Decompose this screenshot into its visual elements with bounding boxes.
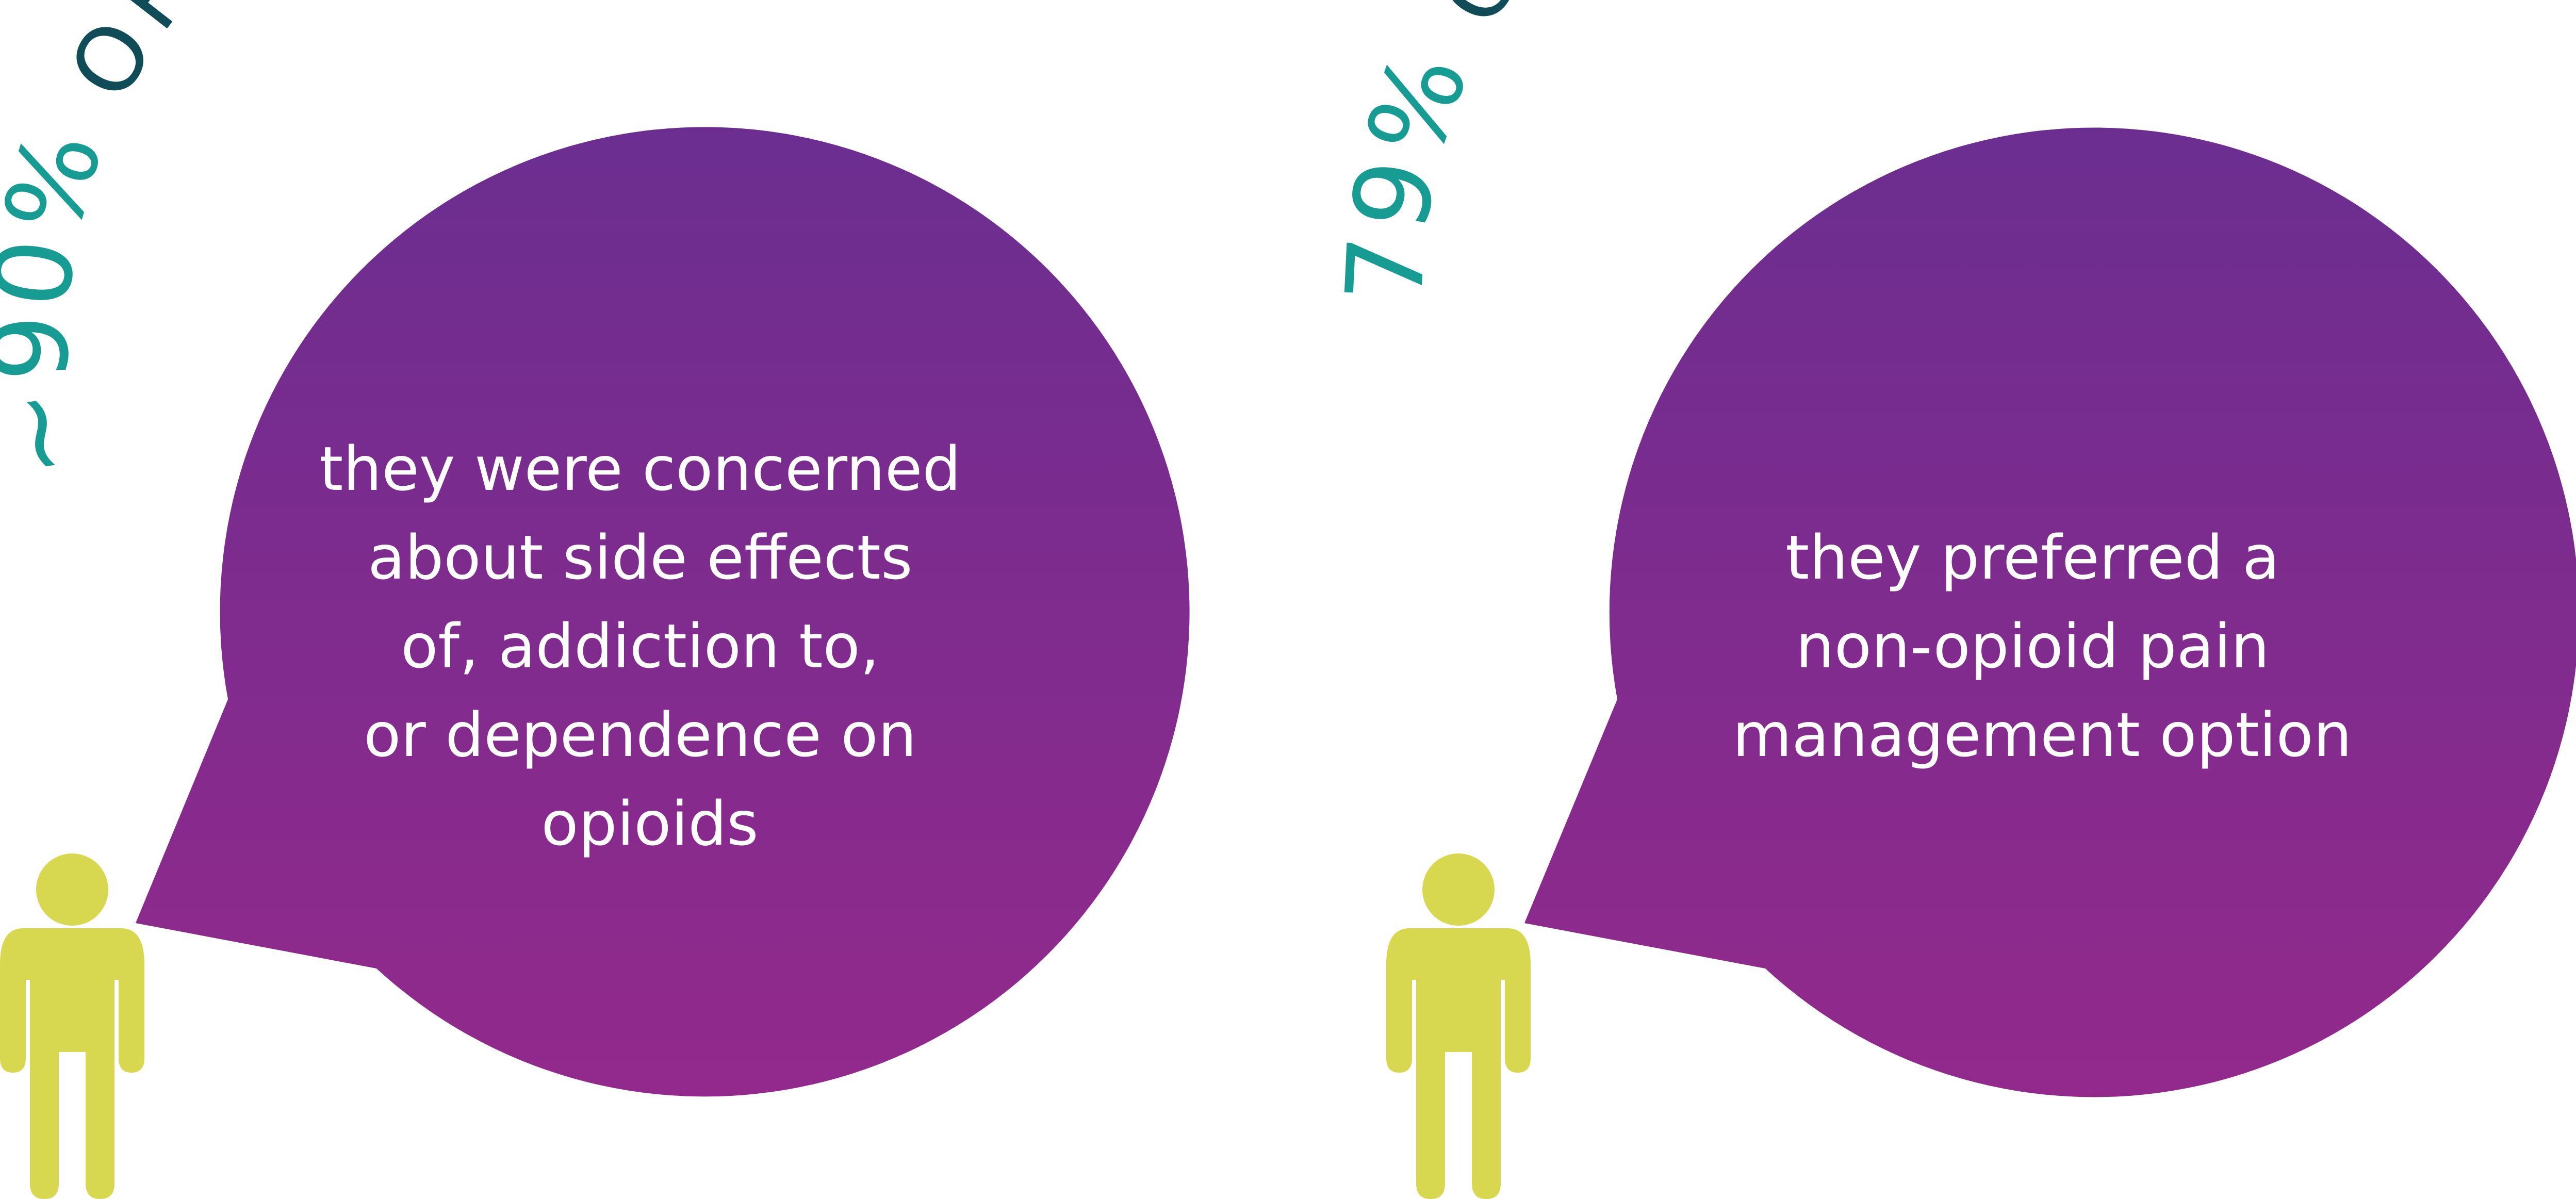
panel-2: 79% OF PATIENTS SAID they preferred a no… [1323, 0, 2576, 1199]
person-icon [0, 853, 144, 1199]
percent-value: ~90% [0, 114, 127, 487]
statement-line: or dependence on [364, 699, 916, 770]
headline-text: OF PATIENTS SAID [30, 0, 1009, 151]
speech-bubble [136, 127, 1190, 1097]
statement-line: of, addiction to, [401, 611, 879, 682]
statement-line: they preferred a [1785, 522, 2279, 593]
statement-line: management option [1732, 699, 2352, 770]
person-icon [1386, 853, 1531, 1199]
statement-line: they were concerned [319, 433, 961, 504]
statement-line: about side effects [368, 522, 912, 593]
headline-text: OF PATIENTS SAID [1397, 0, 2386, 77]
panel-1: ~90% OF PATIENTS SAID they were concerne… [0, 0, 1190, 1199]
percent-value: 79% [1323, 35, 1493, 306]
statement-line: non-opioid pain [1796, 611, 2270, 682]
statement-text: they were concerned about side effects o… [319, 433, 980, 859]
statement-text: they preferred a non-opioid pain managem… [1732, 522, 2352, 770]
speech-bubble [1524, 127, 2576, 1097]
statement-line: opioids [541, 788, 758, 859]
